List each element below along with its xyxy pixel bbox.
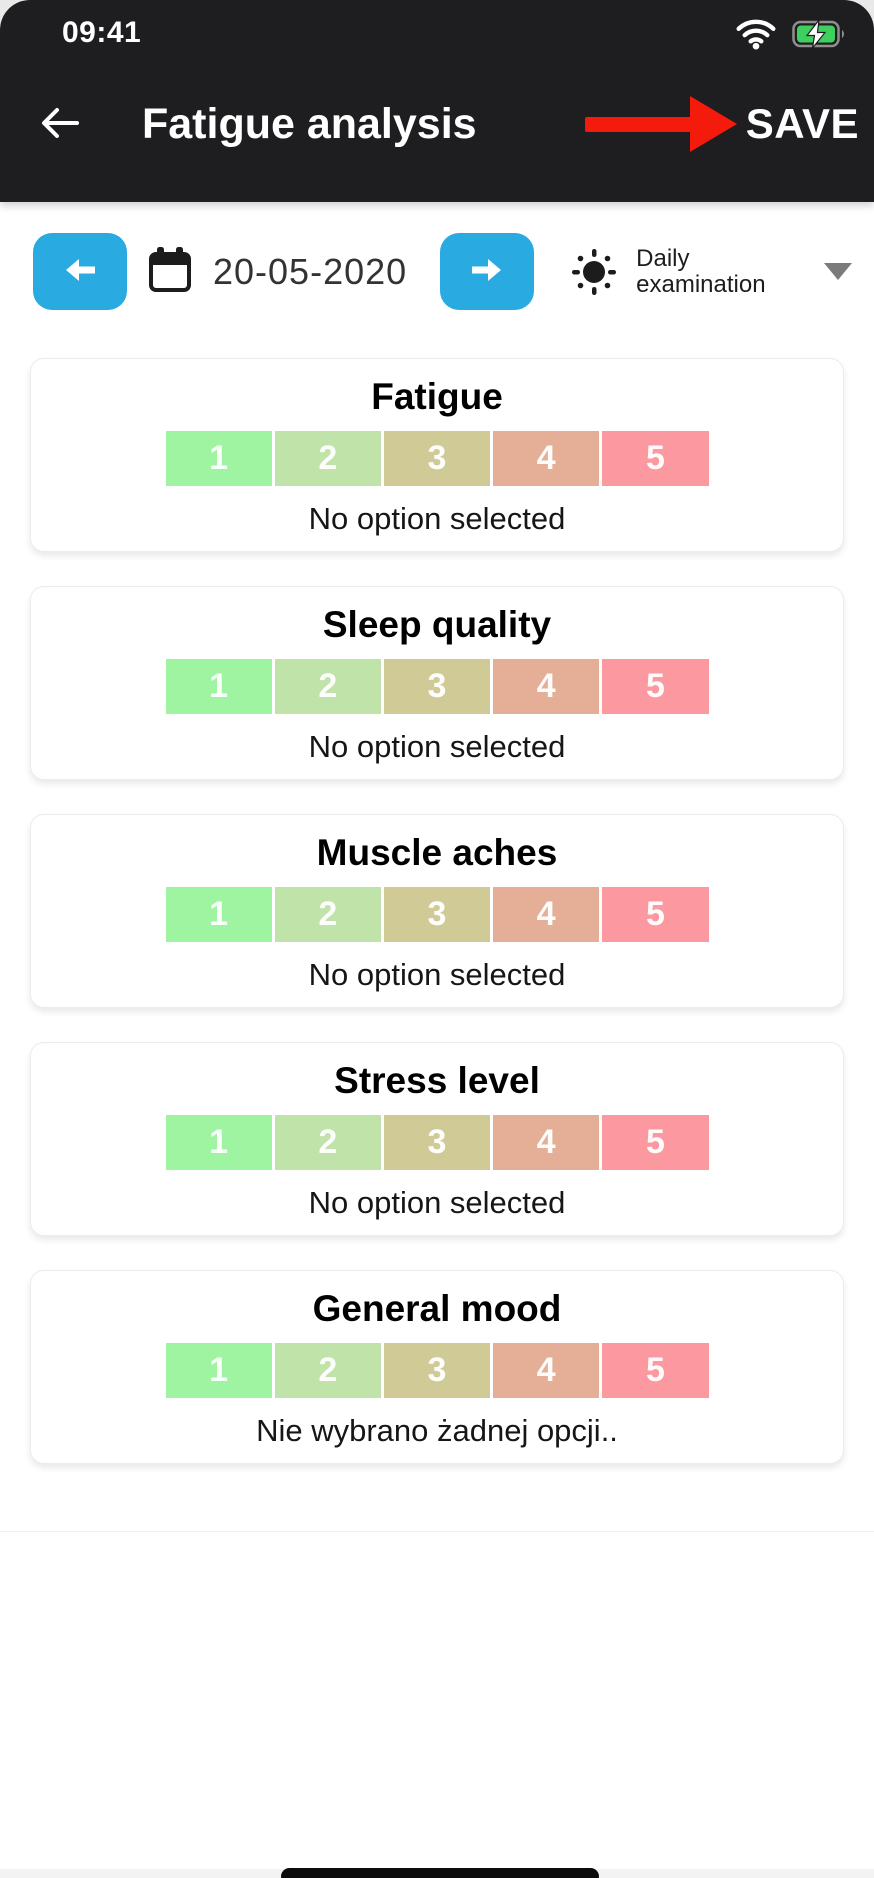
rating-option-1[interactable]: 1 [165,1115,272,1170]
rating-option-3[interactable]: 3 [383,659,491,714]
footer-divider [0,1531,874,1532]
rating-option-2[interactable]: 2 [274,887,381,942]
rating-option-5[interactable]: 5 [602,1115,709,1170]
arrow-shaft [584,116,691,132]
rating-option-4[interactable]: 4 [493,1343,600,1398]
question-title: General mood [312,1288,562,1329]
arrow-right-icon [467,254,507,289]
app-header: 09:41 [0,0,874,202]
rating-option-1[interactable]: 1 [165,887,272,942]
question-title: Fatigue [371,376,503,417]
chevron-down-icon[interactable] [824,263,852,280]
selection-status-text: No option selected [308,729,566,764]
rating-option-4[interactable]: 4 [493,659,600,714]
question-title: Stress level [334,1060,540,1101]
status-icons [736,17,848,55]
selection-status-text: No option selected [308,957,566,992]
save-button[interactable]: SAVE [745,100,859,147]
examination-type-label: Daily examination [636,244,766,298]
selection-status-text: Nie wybrano żadnej opcji.. [256,1413,618,1448]
rating-option-4[interactable]: 4 [493,887,600,942]
examination-type-dropdown[interactable]: Daily examination [534,244,856,298]
next-day-button[interactable] [440,233,535,310]
save-pointer-arrow-annotation [584,96,737,152]
arrow-left-icon [39,105,81,144]
question-title: Sleep quality [322,604,552,645]
arrow-head [689,96,737,152]
selection-status-text: No option selected [308,501,566,536]
page-title: Fatigue analysis [142,99,477,148]
nav-bar: Fatigue analysis SAVE [0,86,874,162]
rating-option-5[interactable]: 5 [602,1343,709,1398]
rating-option-5[interactable]: 5 [602,887,709,942]
rating-option-3[interactable]: 3 [383,431,491,486]
rating-option-1[interactable]: 1 [165,659,272,714]
status-time: 09:41 [62,16,142,49]
wifi-icon [736,18,776,55]
question-title: Muscle aches [316,832,558,873]
previous-day-button[interactable] [33,233,127,310]
battery-charging-icon [792,17,848,54]
rating-option-5[interactable]: 5 [602,431,709,486]
rating-option-3[interactable]: 3 [383,887,491,942]
rating-option-1[interactable]: 1 [165,1343,272,1398]
rating-option-2[interactable]: 2 [274,431,381,486]
rating-option-2[interactable]: 2 [274,659,381,714]
calendar-button[interactable] [148,246,192,297]
rating-option-2[interactable]: 2 [274,1115,381,1170]
rating-option-2[interactable]: 2 [274,1343,381,1398]
selection-status-text: No option selected [308,1185,566,1220]
calendar-icon [148,246,192,297]
rating-option-3[interactable]: 3 [383,1343,491,1398]
arrow-left-icon [60,254,100,289]
date-toolbar: 20-05-2020 [33,233,856,310]
rating-option-5[interactable]: 5 [602,659,709,714]
home-indicator [281,1868,599,1878]
rating-option-1[interactable]: 1 [165,431,272,486]
rating-option-3[interactable]: 3 [383,1115,491,1170]
selected-date: 20-05-2020 [213,250,408,292]
rating-option-4[interactable]: 4 [493,431,600,486]
back-button[interactable] [34,98,86,150]
rating-option-4[interactable]: 4 [493,1115,600,1170]
sun-icon [569,246,619,298]
